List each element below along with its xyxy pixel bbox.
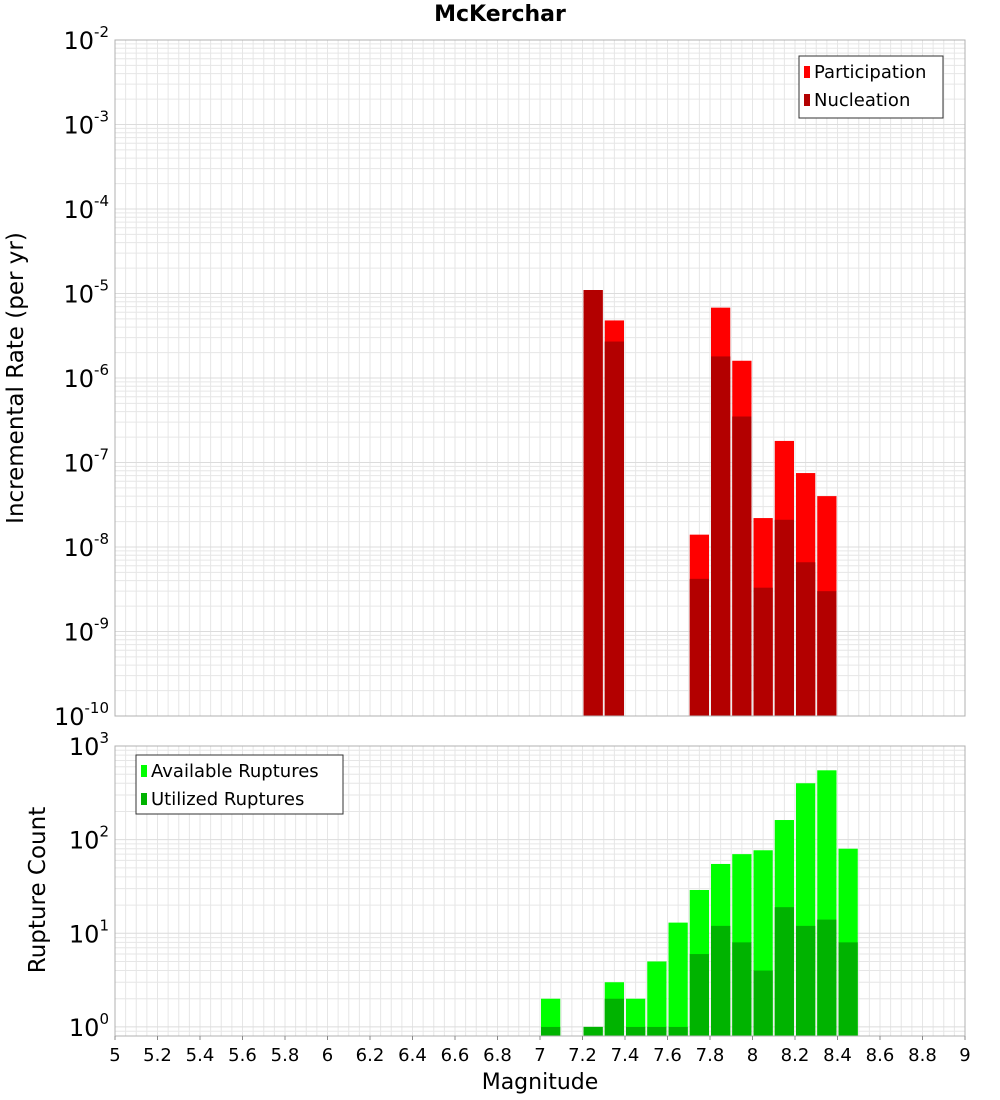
- top-plot-frame: [114, 39, 966, 717]
- nucleation-bar: [753, 587, 773, 716]
- utilized-rupture-bar: [753, 970, 773, 1036]
- nucleation-bar: [689, 578, 709, 716]
- legend-label: Available Ruptures: [151, 761, 319, 782]
- utilized-rupture-bar: [689, 954, 709, 1036]
- y-tick-label: 10-4: [63, 192, 109, 224]
- y-tick-label: 10-3: [63, 108, 109, 140]
- x-tick-label: 7: [534, 1045, 545, 1066]
- utilized-rupture-bar: [774, 907, 794, 1036]
- x-tick-label: 8.6: [866, 1045, 895, 1066]
- x-tick-label: 8.4: [823, 1045, 852, 1066]
- utilized-rupture-bar: [604, 998, 624, 1036]
- y-tick-label: 103: [69, 729, 109, 761]
- top-y-ticks: 10-10 10-9 10-8 10-7 10-6 10-5 10-4 10-3 10-2: [54, 23, 109, 731]
- y-tick-label: 10-5: [63, 277, 109, 309]
- y-tick-label: 10-7: [63, 446, 109, 478]
- top-bars: [583, 290, 837, 716]
- x-tick-label: 8.2: [781, 1045, 810, 1066]
- x-ticks: 5 5.2 5.4 5.6 5.8 6 6.2 6.4 6.6 6.8 7 7.2 7.4 7.6 7.8 8…: [109, 1036, 971, 1066]
- utilized-rupture-bar: [796, 925, 816, 1036]
- utilized-rupture-bar: [838, 942, 858, 1036]
- x-tick-label: 6.2: [356, 1045, 385, 1066]
- x-tick-label: 5.4: [186, 1045, 215, 1066]
- chart-title: McKerchar: [434, 2, 566, 27]
- nucleation-bar: [774, 519, 794, 716]
- x-tick-label: 6.4: [398, 1045, 427, 1066]
- x-axis-label: Magnitude: [481, 1070, 599, 1095]
- x-tick-label: 6.6: [441, 1045, 470, 1066]
- utilized-rupture-bar: [541, 1026, 561, 1036]
- x-tick-label: 5.8: [271, 1045, 300, 1066]
- nucleation-bar: [583, 290, 603, 716]
- legend-label: Participation: [814, 62, 926, 83]
- x-tick-label: 7.2: [568, 1045, 597, 1066]
- available-rupture-bar: [626, 998, 646, 1036]
- x-tick-label: 8: [747, 1045, 758, 1066]
- y-tick-label: 10-10: [54, 699, 109, 731]
- top-grid: [114, 39, 966, 717]
- legend-box: [798, 55, 944, 119]
- x-tick-label: 6: [322, 1045, 333, 1066]
- utilized-rupture-bar: [668, 1026, 688, 1036]
- x-tick-label: 5.2: [143, 1045, 172, 1066]
- utilized-rupture-bar: [583, 1026, 603, 1036]
- nucleation-bar: [711, 356, 731, 716]
- x-tick-label: 6.8: [483, 1045, 512, 1066]
- y-tick-label: 10-9: [63, 615, 109, 647]
- x-tick-label: 8.8: [908, 1045, 937, 1066]
- x-tick-label: 5.6: [228, 1045, 257, 1066]
- utilized-rupture-bar: [817, 919, 837, 1036]
- nucleation-bar: [796, 562, 816, 716]
- top-legend[interactable]: Participation Nucleation: [798, 55, 944, 119]
- legend-swatch: [141, 765, 147, 777]
- legend-swatch: [804, 66, 810, 78]
- x-tick-label: 5: [109, 1045, 120, 1066]
- available-rupture-bar: [668, 922, 688, 1036]
- nucleation-bar: [732, 416, 752, 716]
- utilized-rupture-bar: [626, 1026, 646, 1036]
- legend-label: Nucleation: [814, 90, 910, 111]
- x-tick-label: 7.4: [611, 1045, 640, 1066]
- y-tick-label: 10-8: [63, 530, 109, 562]
- available-rupture-bar: [541, 998, 561, 1036]
- nucleation-bar: [817, 591, 837, 716]
- available-rupture-bar: [647, 961, 667, 1036]
- utilized-rupture-bar: [732, 942, 752, 1036]
- legend-box: [135, 754, 344, 815]
- y-tick-label: 102: [69, 823, 109, 855]
- bottom-legend[interactable]: Available Ruptures Utilized Ruptures: [135, 754, 344, 815]
- utilized-rupture-bar: [711, 925, 731, 1036]
- y-tick-label: 10-6: [63, 361, 109, 393]
- legend-swatch: [141, 793, 147, 805]
- legend-swatch: [804, 94, 810, 106]
- nucleation-bar: [604, 341, 624, 716]
- legend-label: Utilized Ruptures: [151, 789, 304, 810]
- x-tick-label: 7.8: [696, 1045, 725, 1066]
- y-tick-label: 10-2: [63, 23, 109, 55]
- bottom-bars: [541, 770, 858, 1036]
- y-tick-label: 101: [69, 916, 109, 948]
- x-tick-label: 9: [959, 1045, 970, 1066]
- utilized-rupture-bar: [647, 1026, 667, 1036]
- y-tick-label: 100: [69, 1010, 109, 1042]
- x-tick-label: 7.6: [653, 1045, 682, 1066]
- bottom-y-ticks: 100 101 102 103: [69, 729, 109, 1042]
